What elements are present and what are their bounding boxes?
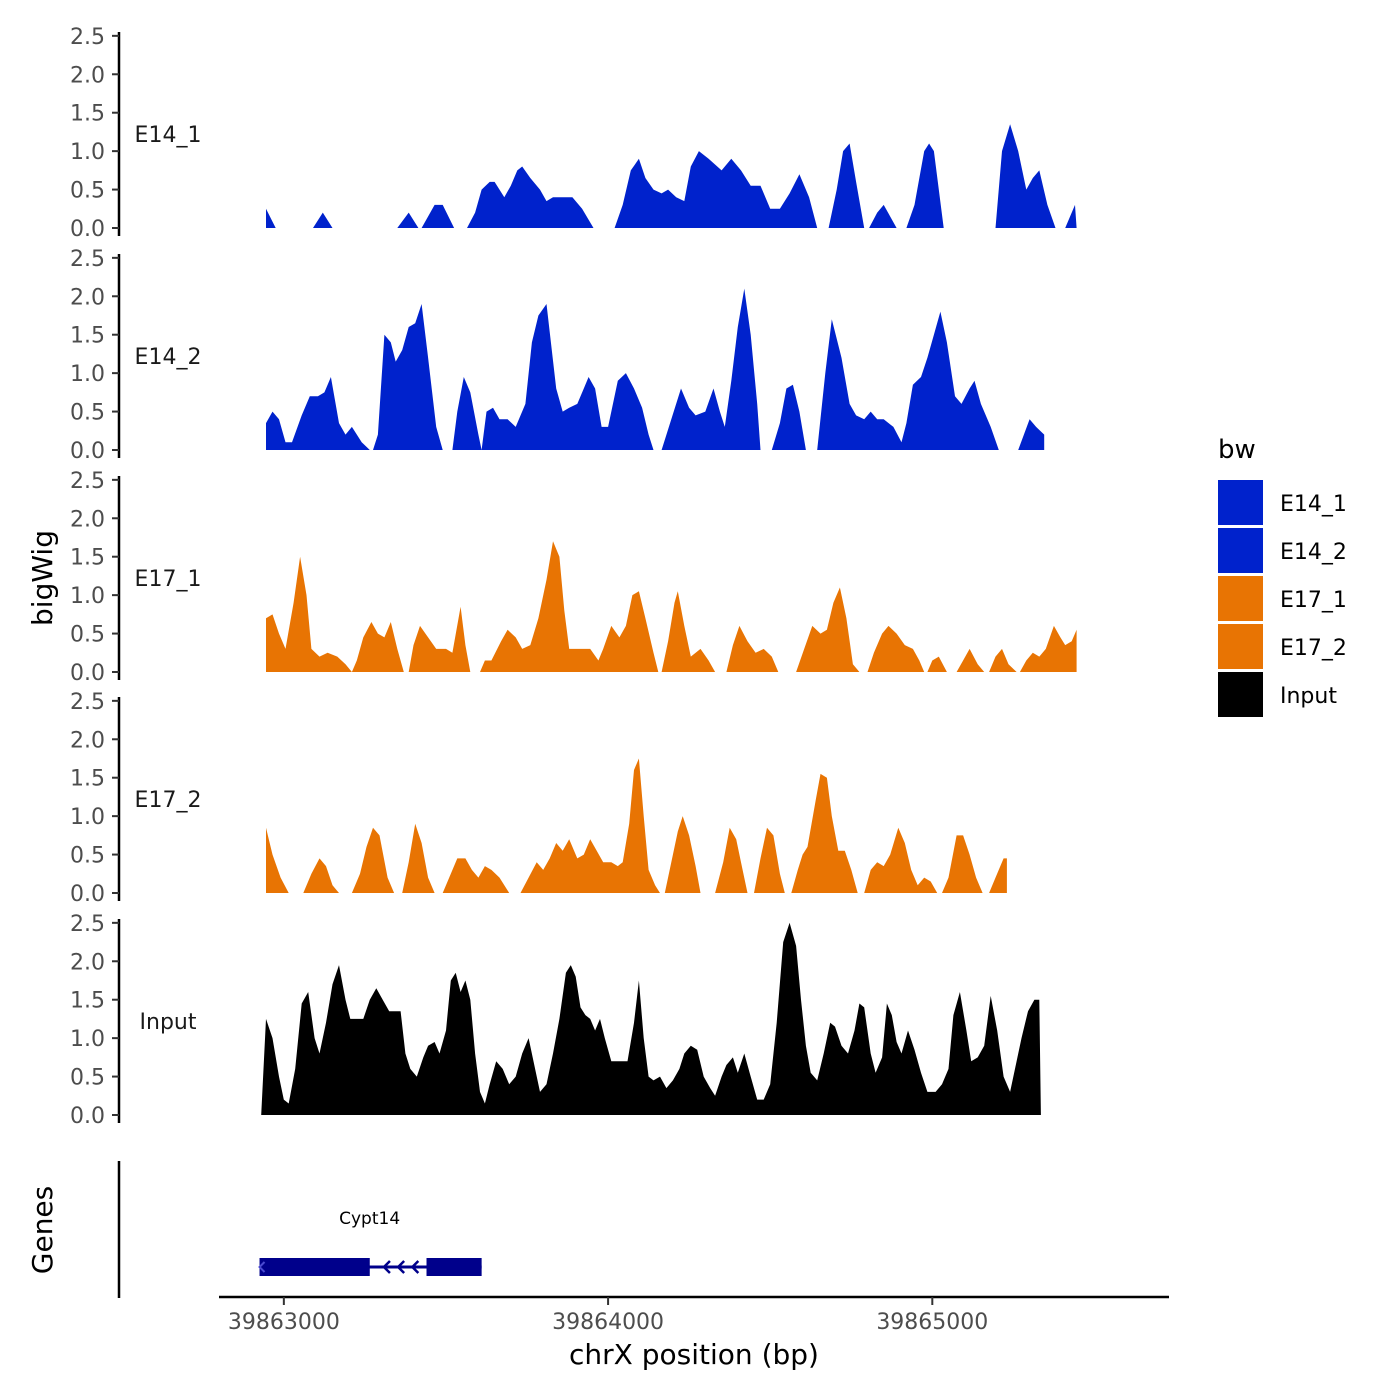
y-tick-label: 1.5 [70, 102, 105, 127]
legend-label: E17_2 [1280, 636, 1347, 661]
track-label: Input [140, 1010, 197, 1035]
y-tick-label: 0.5 [70, 623, 105, 648]
legend-swatch [1218, 480, 1263, 525]
y-tick-label: 0.0 [70, 1104, 105, 1129]
gene-exon [259, 1258, 370, 1276]
y-tick-label: 0.5 [70, 401, 105, 426]
y-tick-label: 2.0 [70, 507, 105, 532]
track-label: E14_1 [135, 123, 202, 148]
y-tick-label: 0.5 [70, 1066, 105, 1091]
strand-arrow [410, 1260, 420, 1274]
y-tick-label: 2.5 [70, 247, 105, 272]
y-tick-label: 0.0 [70, 661, 105, 686]
signal-tracks: 0.0 0.5 1.0 1.5 2.0 2.5 E14_1 0.0 0.5 1.0 1.5 2.0 2.… [70, 25, 1077, 1129]
track-panel-e17-1: 0.0 0.5 1.0 1.5 2.0 2.5 E17_1 [70, 469, 1077, 686]
gene-exon [426, 1258, 482, 1276]
legend-swatch [1218, 528, 1263, 573]
y-tick-label: 2.0 [70, 728, 105, 753]
track-panel-e17-2: 0.0 0.5 1.0 1.5 2.0 2.5 E17_2 [70, 690, 1007, 907]
x-tick-label: 39864000 [552, 1310, 664, 1335]
track-label: E17_1 [135, 567, 202, 592]
y-tick-label: 2.5 [70, 912, 105, 937]
legend-label: E14_1 [1280, 492, 1347, 517]
signal-area-input [261, 922, 1041, 1115]
y-tick-label: 1.5 [70, 546, 105, 571]
legend-swatch [1218, 576, 1263, 621]
legend-label: Input [1280, 684, 1337, 709]
y-tick-label: 0.5 [70, 844, 105, 869]
y-tick-label: 1.0 [70, 805, 105, 830]
y-tick-label: 1.0 [70, 362, 105, 387]
strand-arrow [382, 1260, 391, 1274]
y-tick-label: 0.0 [70, 217, 105, 242]
x-axis: 39863000 39864000 39865000 [219, 1295, 1169, 1335]
y-tick-label: 1.5 [70, 324, 105, 349]
y-tick-label: 0.5 [70, 179, 105, 204]
y-tick-label: 1.0 [70, 584, 105, 609]
track-label: E17_2 [135, 788, 202, 813]
legend-swatch [1218, 624, 1263, 669]
legend-item-e17-2: E17_2 [1218, 624, 1347, 669]
gene-track: Cypt14 [117, 1161, 482, 1298]
track-panel-input: 0.0 0.5 1.0 1.5 2.0 2.5 Input [70, 912, 1041, 1129]
x-axis-title: chrX position (bp) [569, 1338, 819, 1371]
signal-area-e17-2 [266, 758, 1007, 893]
y-tick-label: 2.0 [70, 63, 105, 88]
signal-area-e14-2 [266, 288, 1045, 450]
x-tick-label: 39865000 [876, 1310, 988, 1335]
legend-item-e14-1: E14_1 [1218, 480, 1347, 525]
y-tick-label: 1.0 [70, 1027, 105, 1052]
genes-axis-title: Genes [26, 1186, 59, 1274]
y-tick-label: 1.0 [70, 140, 105, 165]
track-label: E14_2 [135, 345, 202, 370]
y-tick-label: 2.0 [70, 950, 105, 975]
y-tick-label: 2.0 [70, 285, 105, 310]
legend: bw E14_1 E14_2 E17_1 E17_2 Input [1218, 435, 1347, 717]
y-tick-label: 2.5 [70, 690, 105, 715]
signal-area-e17-1 [266, 541, 1077, 672]
legend-item-input: Input [1218, 672, 1337, 717]
strand-arrow [396, 1260, 406, 1274]
gene-label: Cypt14 [339, 1209, 400, 1229]
y-tick-label: 1.5 [70, 989, 105, 1014]
legend-swatch [1218, 672, 1263, 717]
legend-label: E14_2 [1280, 540, 1347, 565]
y-tick-label: 0.0 [70, 439, 105, 464]
y-axis-title: bigWig [26, 530, 59, 626]
y-tick-label: 2.5 [70, 25, 105, 50]
strand-arrow [258, 1261, 266, 1273]
x-tick-label: 39863000 [228, 1310, 340, 1335]
y-tick-label: 2.5 [70, 469, 105, 494]
legend-item-e14-2: E14_2 [1218, 528, 1347, 573]
signal-area-e14-1 [266, 124, 1077, 228]
gene-cypt14: Cypt14 [258, 1209, 482, 1276]
track-panel-e14-2: 0.0 0.5 1.0 1.5 2.0 2.5 E14_2 [70, 247, 1045, 464]
track-panel-e14-1: 0.0 0.5 1.0 1.5 2.0 2.5 E14_1 [70, 25, 1077, 242]
legend-title: bw [1218, 435, 1256, 465]
legend-label: E17_1 [1280, 588, 1347, 613]
legend-item-e17-1: E17_1 [1218, 576, 1347, 621]
y-tick-label: 1.5 [70, 767, 105, 792]
y-tick-label: 0.0 [70, 882, 105, 907]
